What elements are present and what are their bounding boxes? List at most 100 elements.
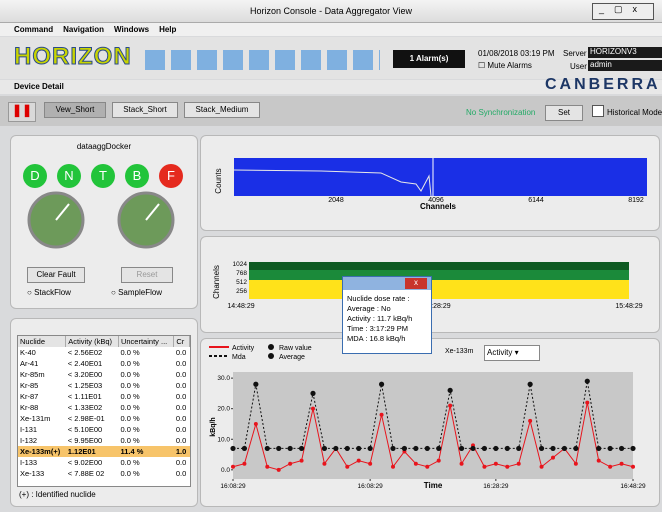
data-point	[608, 465, 612, 469]
selector[interactable]: Activity ▾	[484, 345, 540, 361]
radio-label: StackFlow	[34, 288, 71, 297]
data-point	[460, 462, 464, 466]
table-cell: 0.0 %	[118, 380, 173, 391]
menu-item[interactable]: Command	[14, 25, 53, 34]
data-point	[585, 379, 590, 384]
popup-line: Activity : 11.7 kBq/h	[347, 314, 412, 324]
clear-fault-button[interactable]: Clear Fault	[27, 267, 85, 283]
data-point	[345, 465, 349, 469]
data-point	[516, 446, 521, 451]
data-point	[482, 446, 487, 451]
menu-item[interactable]: Help	[159, 25, 176, 34]
table-header-cell: Uncertainty ...	[118, 336, 173, 347]
data-point	[620, 462, 624, 466]
mute-label: Mute Alarms	[487, 61, 531, 70]
table-cell: 0.0 %	[118, 391, 173, 402]
y-tick-label: 0.0	[221, 467, 230, 474]
menu-bar: Command Navigation Windows Help	[0, 23, 662, 36]
data-point	[437, 459, 441, 463]
data-point	[288, 446, 293, 451]
table-header-cell: Cr	[174, 336, 190, 347]
view-button[interactable]: Stack_Short	[112, 102, 178, 118]
table-cell: 0.0 %	[118, 457, 173, 468]
view-button[interactable]: Stack_Medium	[184, 102, 260, 118]
table-cell: < 1.11E01	[66, 391, 119, 402]
user-field[interactable]: admin	[588, 60, 662, 71]
x-tick-label: 15:48:29	[615, 303, 642, 310]
server-field[interactable]: HORIZONV3	[588, 47, 662, 58]
table-cell: Kr-87	[18, 391, 66, 402]
table-cell: 1.0	[174, 446, 190, 457]
data-point	[573, 446, 578, 451]
trend-chart: 30.020.010.00.016:08:2916:08:2916:28:291…	[201, 339, 659, 506]
x-tick-label: 16:08:29	[220, 483, 246, 490]
data-point	[413, 446, 418, 451]
x-axis-label: Time	[424, 481, 443, 490]
data-point	[391, 465, 395, 469]
historical-label: Historical Mode	[607, 108, 662, 117]
section-bar: Device Detail CANBERRA	[0, 80, 662, 94]
x-tick-label: 8192	[628, 197, 644, 204]
data-point	[390, 446, 395, 451]
data-point	[528, 382, 533, 387]
data-point	[551, 456, 555, 460]
menu-item[interactable]: Windows	[114, 25, 149, 34]
data-point	[242, 462, 246, 466]
table-cell: < 7.88E 02	[66, 468, 119, 479]
window-controls[interactable]: _▢x	[592, 3, 654, 20]
nuclide-label: Xe-133m	[445, 348, 474, 355]
user-label: User	[570, 62, 587, 71]
x-tick-label: 16:08:29	[357, 483, 383, 490]
spectrum-chart: Counts Channels 2048409661448192	[201, 136, 659, 230]
popup-close[interactable]: x	[405, 278, 427, 289]
table-cell: < 2.40E01	[66, 358, 119, 369]
data-point	[505, 465, 509, 469]
data-point	[357, 459, 361, 463]
status-light: T	[91, 164, 115, 188]
table-cell: Kr-85m	[18, 369, 66, 380]
data-point	[436, 446, 441, 451]
alarm-button[interactable]: 1 Alarm(s)	[393, 50, 465, 68]
sync-status: No Synchronization	[466, 108, 535, 117]
table-header-cell: Nuclide	[18, 336, 66, 347]
data-point	[379, 382, 384, 387]
menu-item[interactable]: Navigation	[63, 25, 104, 34]
table-cell: 0.0	[174, 468, 190, 479]
view-button[interactable]: Vew_Short	[44, 102, 106, 118]
data-point	[562, 446, 567, 451]
data-point	[368, 462, 372, 466]
y-tick-label: 20.0	[217, 406, 230, 413]
table-cell: 0.0 %	[118, 347, 173, 358]
pause-button[interactable]: ❚❚	[8, 102, 36, 122]
toolbar-icons[interactable]	[145, 50, 380, 70]
table-cell: 0.0	[174, 347, 190, 358]
table-cell: 0.0	[174, 369, 190, 380]
legend-label: Activity	[232, 345, 255, 352]
legend-label: Raw value	[279, 345, 312, 352]
popup-line: Average : No	[347, 304, 412, 314]
data-point	[448, 388, 453, 393]
historical-checkbox[interactable]	[592, 105, 604, 117]
table-cell: Xe-133	[18, 468, 66, 479]
reset-button[interactable]: Reset	[121, 267, 173, 283]
mute-alarms[interactable]: ☐ Mute Alarms	[478, 61, 532, 70]
radio-stackflow[interactable]: ○ StackFlow	[27, 288, 71, 297]
table-cell: 0.0 %	[118, 424, 173, 435]
table-cell: < 2.98E-01	[66, 413, 119, 424]
table-cell: I-132	[18, 435, 66, 446]
set-button[interactable]: Set	[545, 105, 583, 121]
radio-sampleflow[interactable]: ○ SampleFlow	[111, 288, 162, 297]
